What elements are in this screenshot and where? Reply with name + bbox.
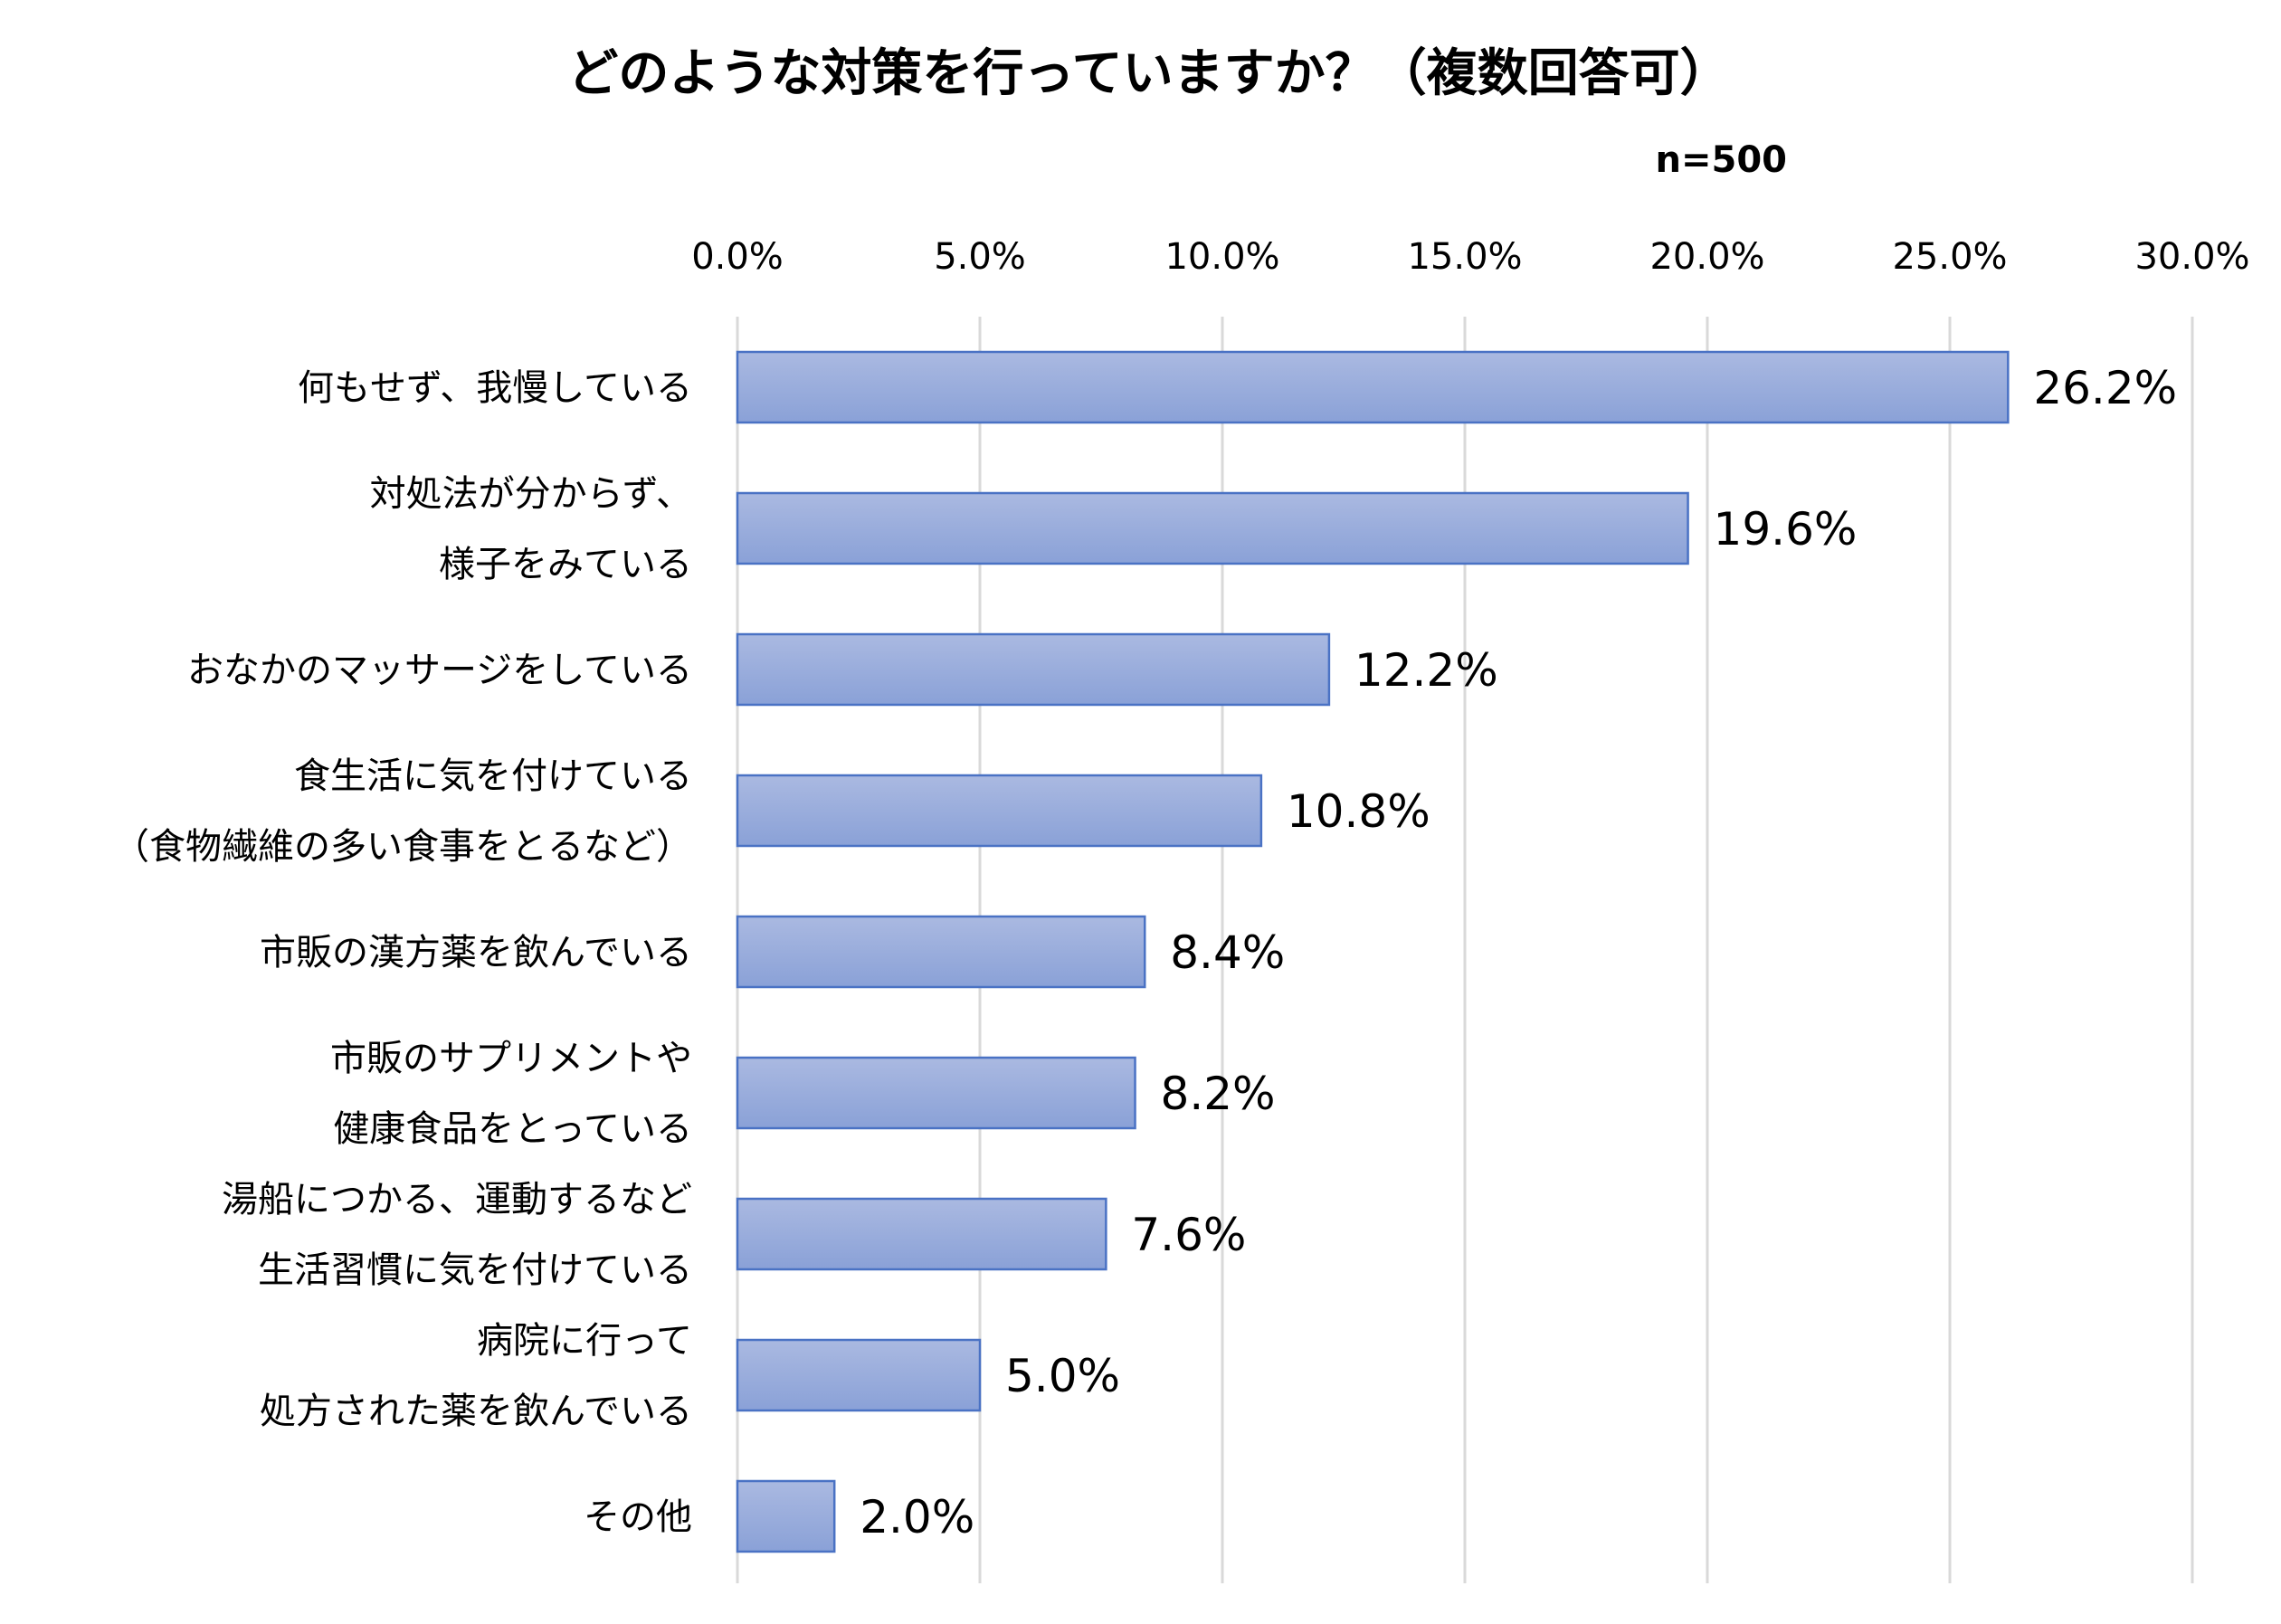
bar — [736, 1197, 1107, 1271]
category-label: 食生活に気を付けている （食物繊維の多い食事をとるなど） — [113, 755, 692, 868]
chart-title: どのような対策を行っていますか？（複数回答可） — [567, 44, 1730, 103]
category-labels: 何もせず、我慢している対処法が分からず、様子をみているおなかのマッサージをしてい… — [113, 367, 692, 1538]
category-label-line: その他 — [584, 1496, 692, 1538]
value-label: 7.6% — [1131, 1209, 1246, 1261]
value-label: 2.0% — [860, 1491, 974, 1543]
category-label-line: 食生活に気を付けている — [294, 755, 692, 797]
bar — [736, 1479, 836, 1553]
value-label: 10.8% — [1287, 785, 1430, 838]
value-label: 19.6% — [1714, 503, 1858, 556]
category-label-line: 健康食品をとっている — [333, 1108, 692, 1150]
sample-size-note: n=500 — [1656, 139, 1788, 181]
category-label: 湯船につかる、運動するなど生活習慣に気を付けている — [222, 1179, 692, 1291]
bar — [736, 491, 1689, 565]
value-label: 26.2% — [2033, 362, 2177, 414]
x-tick-label: 5.0% — [934, 236, 1026, 278]
bar — [736, 774, 1263, 848]
category-label: その他 — [584, 1496, 692, 1538]
bar — [736, 915, 1146, 989]
x-tick-label: 15.0% — [1407, 236, 1522, 278]
category-label-line: おなかのマッサージをしている — [187, 650, 692, 691]
value-labels: 26.2% 19.6% 12.2% 10.8% 8.4% 8.2% 7.6% 5.0% 2.0% — [860, 362, 2177, 1543]
category-label: おなかのマッサージをしている — [187, 650, 692, 691]
x-tick-label: 30.0% — [2134, 236, 2249, 278]
category-label: 市販のサプリメントや健康食品をとっている — [330, 1038, 692, 1150]
category-label-line: 湯船につかる、運動するなど — [222, 1179, 692, 1220]
category-label: 市販の漢方薬を飲んでいる — [260, 932, 692, 973]
bar — [736, 1056, 1136, 1130]
category-label: 病院に行って処方された薬を飲んでいる — [260, 1320, 692, 1432]
bar — [736, 1338, 982, 1412]
category-label-line: 何もせず、我慢している — [298, 367, 692, 409]
x-tick-label: 0.0% — [691, 236, 784, 278]
value-label: 12.2% — [1354, 644, 1498, 697]
category-label-line: 処方された薬を飲んでいる — [260, 1391, 692, 1432]
category-label: 何もせず、我慢している — [298, 367, 692, 409]
category-label-line: 病院に行って — [477, 1320, 692, 1362]
category-label-line: 市販のサプリメントや — [330, 1038, 692, 1079]
category-label-line: 様子をみている — [439, 544, 692, 585]
bar — [736, 350, 2010, 424]
category-label-line: 生活習慣に気を付けている — [258, 1249, 692, 1291]
category-label-line: 市販の漢方薬を飲んでいる — [260, 932, 692, 973]
x-tick-label: 20.0% — [1649, 236, 1764, 278]
category-label-line: 対処法が分からず、 — [370, 473, 692, 515]
value-label: 5.0% — [1005, 1350, 1120, 1402]
value-label: 8.2% — [1161, 1068, 1276, 1120]
category-label-line: （食物繊維の多い食事をとるなど） — [113, 826, 692, 868]
bar — [736, 632, 1331, 707]
category-label: 対処法が分からず、様子をみている — [370, 473, 692, 585]
bars — [736, 350, 2010, 1553]
x-tick-label: 10.0% — [1164, 236, 1279, 278]
value-label: 8.4% — [1170, 926, 1285, 979]
x-tick-label: 25.0% — [1892, 236, 2007, 278]
x-axis-tick-labels: 0.0% 5.0% 10.0% 15.0% 20.0% 25.0% 30.0% — [691, 236, 2249, 278]
